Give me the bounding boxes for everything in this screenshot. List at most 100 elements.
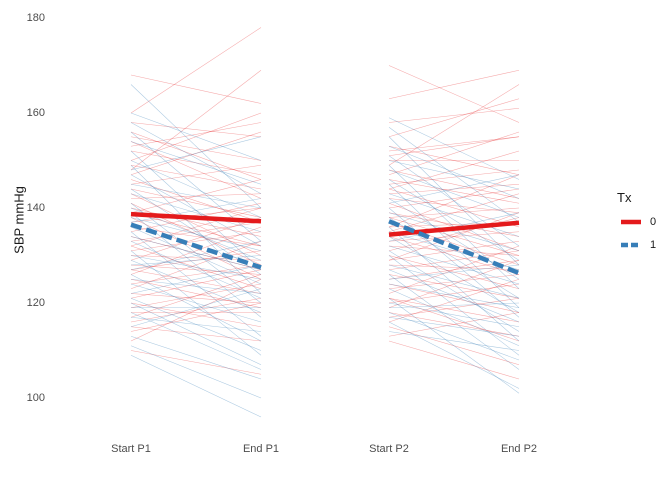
individual-line-tx1-period2-1 <box>388 127 520 223</box>
individual-line-tx0-period2-29 <box>388 274 520 299</box>
individual-line-tx0-period2-5 <box>388 136 520 157</box>
individual-line-tx1-period1-16 <box>130 226 262 285</box>
individual-line-tx1-period1-23 <box>130 255 262 266</box>
individual-line-tx0-period1-44 <box>130 350 262 375</box>
individual-line-tx0-period1-13 <box>130 193 262 256</box>
individual-line-tx1-period2-2 <box>388 136 520 266</box>
individual-lines <box>130 27 520 418</box>
individual-line-tx0-period2-15 <box>388 188 520 209</box>
legend-label-0: 0 <box>650 216 656 228</box>
individual-line-tx0-period1-33 <box>130 240 262 290</box>
individual-line-tx1-period1-24 <box>130 274 262 342</box>
individual-line-tx1-period2-14 <box>388 226 520 342</box>
individual-line-tx1-period1-36 <box>130 198 262 223</box>
individual-line-tx0-period1-12 <box>130 188 262 218</box>
individual-line-tx0-period1-27 <box>130 217 262 261</box>
individual-line-tx1-period1-22 <box>130 259 262 313</box>
individual-line-tx1-period2-35 <box>388 302 520 309</box>
x-tick-label-start-p2: Start P2 <box>369 443 409 455</box>
individual-line-tx0-period1-24 <box>130 245 262 290</box>
individual-line-tx0-period1-42 <box>130 302 262 332</box>
mean-line-tx0-period2 <box>388 220 520 237</box>
individual-line-tx0-period1-46 <box>130 122 262 147</box>
individual-line-tx1-period1-12 <box>130 203 262 304</box>
individual-line-tx0-period2-13 <box>388 198 520 214</box>
individual-line-tx1-period1-20 <box>130 250 262 356</box>
individual-line-tx0-period1-16 <box>130 207 262 237</box>
individual-line-tx1-period1-32 <box>130 288 262 328</box>
individual-line-tx0-period1-4 <box>130 136 262 161</box>
individual-line-tx0-period2-3 <box>388 98 520 138</box>
individual-line-tx1-period2-12 <box>388 212 520 252</box>
individual-line-tx1-period1-38 <box>130 136 262 171</box>
individual-line-tx0-period1-35 <box>130 269 262 299</box>
individual-line-tx1-period1-39 <box>130 302 262 365</box>
individual-line-tx0-period1-32 <box>130 264 262 285</box>
individual-line-tx1-period1-19 <box>130 240 262 299</box>
mean-lines <box>130 211 520 276</box>
mean-line-tx1-period1 <box>130 222 262 270</box>
individual-line-tx0-period2-49 <box>388 217 520 256</box>
individual-line-tx0-period1-7 <box>130 112 262 161</box>
individual-line-tx0-period2-7 <box>388 169 520 199</box>
legend: Tx 0 1 <box>617 190 656 251</box>
individual-line-tx0-period2-21 <box>388 236 520 275</box>
individual-line-tx1-period2-20 <box>388 264 520 299</box>
individual-line-tx0-period1-47 <box>130 212 262 247</box>
x-tick-label-end-p2: End P2 <box>501 443 537 455</box>
individual-line-tx1-period2-21 <box>388 269 520 323</box>
individual-line-tx1-period1-0 <box>130 84 262 209</box>
individual-line-tx0-period2-35 <box>388 283 520 304</box>
individual-line-tx0-period2-8 <box>388 131 520 176</box>
individual-line-tx0-period1-48 <box>130 207 262 247</box>
individual-line-tx0-period1-23 <box>130 221 262 242</box>
individual-line-tx0-period1-25 <box>130 231 262 252</box>
individual-line-tx1-period2-32 <box>388 174 520 204</box>
individual-line-tx1-period2-23 <box>388 283 520 309</box>
individual-line-tx1-period1-30 <box>130 312 262 370</box>
individual-line-tx0-period2-22 <box>388 231 520 242</box>
individual-line-tx1-period1-3 <box>130 131 262 242</box>
individual-line-tx0-period1-29 <box>130 250 262 271</box>
individual-line-tx0-period2-32 <box>388 274 520 290</box>
y-tick-label-100: 100 <box>27 392 45 404</box>
individual-line-tx0-period2-47 <box>388 297 520 342</box>
individual-line-tx1-period2-33 <box>388 264 520 280</box>
individual-line-tx1-period2-16 <box>388 236 520 313</box>
individual-line-tx1-period1-17 <box>130 231 262 337</box>
individual-line-tx0-period1-14 <box>130 193 262 199</box>
individual-line-tx1-period2-34 <box>388 160 520 190</box>
individual-line-tx0-period1-30 <box>130 226 262 275</box>
x-tick-label-end-p1: End P1 <box>243 443 279 455</box>
individual-line-tx1-period1-21 <box>130 255 262 280</box>
individual-line-tx0-period2-17 <box>388 207 520 218</box>
individual-line-tx1-period2-30 <box>388 331 520 351</box>
individual-line-tx1-period1-27 <box>130 264 262 294</box>
individual-line-tx0-period1-19 <box>130 207 262 223</box>
y-tick-label-180: 180 <box>27 12 45 24</box>
y-axis-ticks: 100 120 140 160 180 <box>27 12 45 404</box>
individual-line-tx0-period1-31 <box>130 278 262 309</box>
individual-line-tx1-period1-7 <box>130 165 262 294</box>
individual-line-tx0-period2-0 <box>388 65 520 123</box>
individual-line-tx1-period1-34 <box>130 345 262 399</box>
individual-line-tx1-period1-8 <box>130 174 262 247</box>
individual-line-tx0-period2-1 <box>388 69 520 100</box>
individual-line-tx0-period2-27 <box>388 264 520 271</box>
individual-line-tx0-period2-11 <box>388 188 520 228</box>
individual-line-tx0-period2-33 <box>388 245 520 294</box>
individual-line-tx1-period2-17 <box>388 245 520 285</box>
individual-line-tx0-period2-31 <box>388 283 520 313</box>
individual-line-tx1-period1-15 <box>130 217 262 252</box>
individual-line-tx0-period1-39 <box>130 274 262 318</box>
individual-line-tx1-period1-5 <box>130 150 262 270</box>
individual-line-tx1-period1-25 <box>130 278 262 294</box>
individual-line-tx1-period2-19 <box>388 255 520 356</box>
individual-line-tx0-period2-41 <box>388 312 520 337</box>
individual-line-tx1-period2-18 <box>388 250 520 332</box>
y-tick-label-160: 160 <box>27 107 45 119</box>
individual-line-tx0-period1-36 <box>130 302 262 328</box>
individual-line-tx0-period2-45 <box>388 174 520 228</box>
individual-line-tx0-period2-16 <box>388 212 520 237</box>
